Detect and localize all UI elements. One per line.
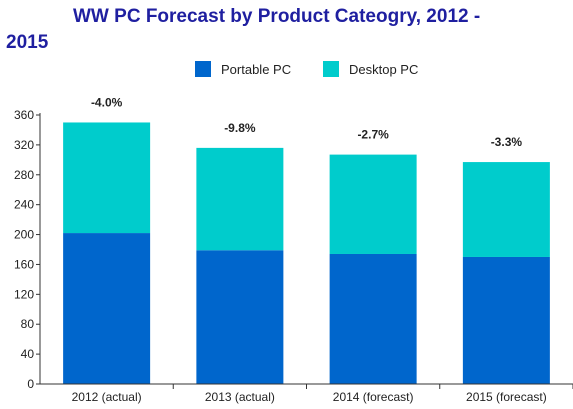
chart-title-line-2: 2015 — [6, 32, 49, 53]
y-tick-label-2: 80 — [21, 317, 35, 331]
annotation-1: -9.8% — [224, 121, 256, 135]
legend-label-1: Desktop PC — [349, 62, 418, 77]
y-tick-label-4: 160 — [14, 257, 34, 271]
x-tick-label-2: 2014 (forecast) — [333, 390, 414, 404]
bar-1-0 — [196, 250, 284, 384]
legend-swatch-0 — [195, 61, 211, 77]
y-tick-label-5: 200 — [14, 228, 34, 242]
annotation-0: -4.0% — [91, 95, 123, 109]
x-tick-label-0: 2012 (actual) — [72, 390, 142, 404]
y-tick-label-8: 320 — [14, 138, 34, 152]
legend: Portable PC Desktop PC — [195, 61, 418, 77]
y-tick-label-6: 240 — [14, 198, 34, 212]
y-axis: 0 40 80 120 160 200 240 280 320 360 — [14, 108, 41, 391]
y-tick-label-9: 360 — [14, 108, 34, 122]
y-tick-label-1: 40 — [21, 347, 35, 361]
annotation-2: -2.7% — [357, 128, 389, 142]
bars — [63, 122, 550, 384]
x-tick-label-3: 2015 (forecast) — [466, 390, 547, 404]
y-tick-label-7: 280 — [14, 168, 34, 182]
legend-label-0: Portable PC — [221, 62, 291, 77]
bar-2-0 — [329, 253, 417, 384]
bar-0-1 — [63, 122, 151, 234]
chart-title: WW PC Forecast by Product Cateogry, 2012… — [0, 4, 573, 56]
bar-3-1 — [462, 162, 550, 257]
annotations: -4.0% -9.8% -2.7% -3.3% — [91, 95, 522, 149]
bar-3-0 — [462, 256, 550, 384]
x-axis: 2012 (actual) 2013 (actual) 2014 (forecast… — [40, 383, 573, 404]
bar-0-0 — [63, 233, 151, 384]
bar-2-1 — [329, 154, 417, 254]
y-tick-label-3: 120 — [14, 287, 34, 301]
bar-1-1 — [196, 147, 284, 251]
chart-title-line-1: WW PC Forecast by Product Cateogry, 2012… — [73, 6, 481, 27]
legend-swatch-1 — [323, 61, 339, 77]
annotation-3: -3.3% — [491, 135, 523, 149]
x-tick-label-1: 2013 (actual) — [205, 390, 275, 404]
y-tick-label-0: 0 — [27, 377, 34, 391]
